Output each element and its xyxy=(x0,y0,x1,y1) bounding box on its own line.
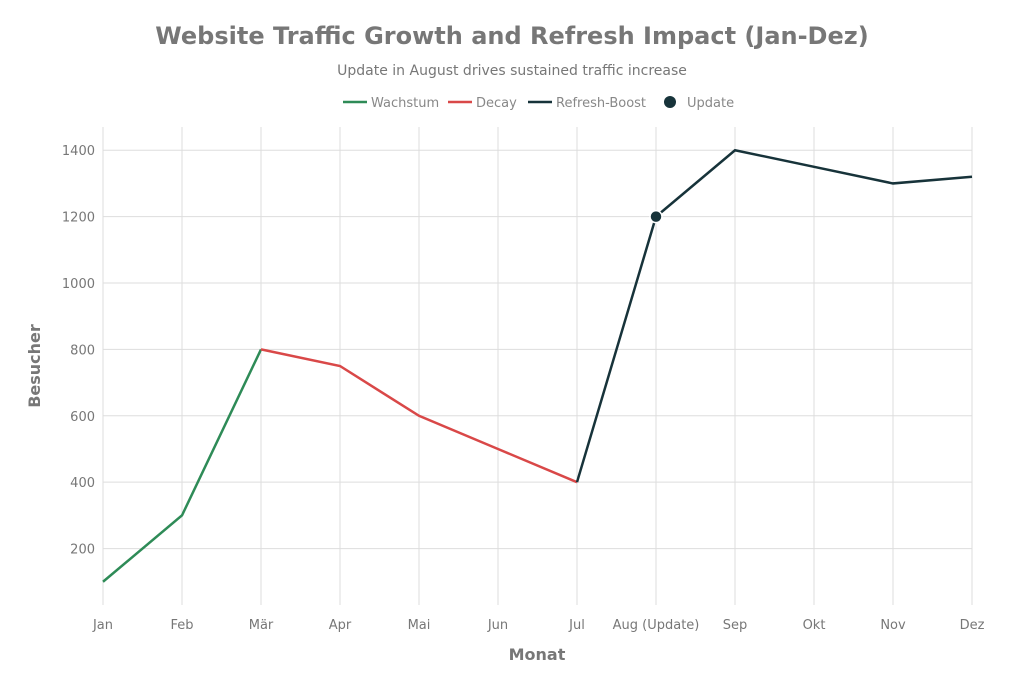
update-marker xyxy=(649,209,663,224)
grid: Jan Feb Mär Apr Mai Jun Jul Aug (Update) Sep Okt N… xyxy=(62,127,985,633)
x-tick-label: Aug (Update) xyxy=(613,618,700,633)
y-tick-label: 1000 xyxy=(62,277,95,292)
x-tick-label: Nov xyxy=(880,618,906,633)
chart-title: Website Traffic Growth and Refresh Impac… xyxy=(155,22,868,50)
legend: Wachstum Decay Refresh-Boost Update xyxy=(343,96,734,111)
y-tick-label: 800 xyxy=(70,343,95,358)
legend-swatch xyxy=(664,96,676,108)
legend-label: Refresh-Boost xyxy=(556,96,646,111)
y-tick-label: 1400 xyxy=(62,144,95,159)
series-line-decay xyxy=(260,348,578,484)
series-lines xyxy=(102,148,973,583)
x-tick-label: Apr xyxy=(329,618,352,633)
series-line-wachstum xyxy=(102,348,263,583)
markers xyxy=(649,209,663,224)
x-tick-label: Jan xyxy=(92,618,113,633)
y-tick-label: 1200 xyxy=(62,211,95,226)
legend-label: Update xyxy=(687,96,734,111)
legend-label: Wachstum xyxy=(371,96,439,111)
y-axis-label: Besucher xyxy=(25,324,44,408)
x-axis-label: Monat xyxy=(509,645,566,664)
y-tick-label: 600 xyxy=(70,410,95,425)
x-tick-label: Jul xyxy=(568,618,585,633)
y-tick-label: 200 xyxy=(70,543,95,558)
legend-label: Decay xyxy=(476,96,517,111)
x-tick-label: Jun xyxy=(487,618,508,633)
chart-subtitle: Update in August drives sustained traffi… xyxy=(337,63,687,79)
series-line-refresh-boost xyxy=(575,148,973,483)
y-tick-label: 400 xyxy=(70,476,95,491)
x-tick-label: Sep xyxy=(723,618,748,633)
x-tick-label: Feb xyxy=(170,618,193,633)
x-tick-label: Okt xyxy=(803,618,826,633)
x-tick-label: Mai xyxy=(408,618,431,633)
x-tick-label: Dez xyxy=(960,618,985,633)
x-tick-label: Mär xyxy=(249,618,274,633)
